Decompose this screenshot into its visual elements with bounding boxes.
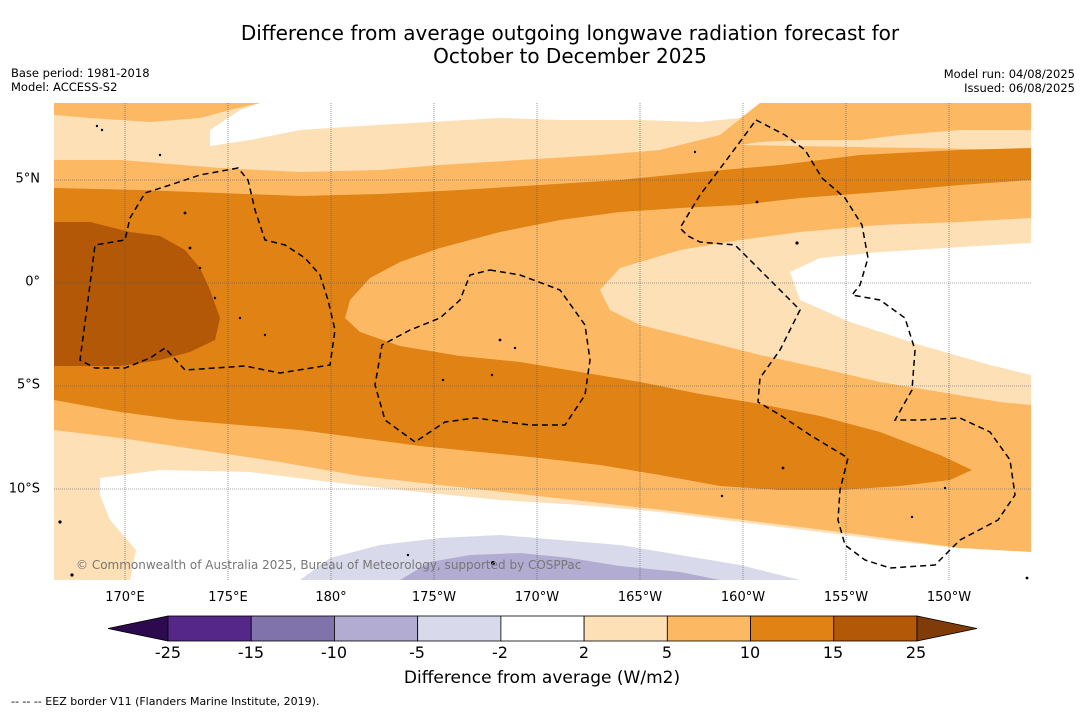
island [58,520,62,524]
eez-border-kiribati-gilbert [79,167,336,374]
run-info: Model run: 04/08/2025 Issued: 06/08/2025 [944,67,1075,95]
island [491,561,495,565]
eez-border-line-islands [679,119,1016,569]
island [498,338,502,342]
near-average-area-south [100,470,1031,580]
y-tick-label: 5°N [15,171,41,187]
colorbar-tick: 15 [822,643,844,662]
island [943,486,947,490]
colorbar-tick: 10 [739,643,761,662]
y-tick-label: 10°S [8,481,40,497]
island [781,466,785,470]
island [95,124,99,128]
colorbar-tick: -25 [154,643,182,662]
x-tick-label: 170°E [105,590,145,605]
x-tick-label: 175°W [411,590,457,605]
colorbar-tick: -10 [320,643,348,662]
island [213,296,217,300]
colorbar-tick: -5 [409,643,425,662]
island [238,316,242,320]
y-tick-label: 0° [25,274,40,290]
positive-anomaly-15-25 [54,222,220,366]
islands [58,124,1029,580]
issued-date: Issued: 06/08/2025 [964,81,1075,95]
title-line-1: Difference from average outgoing longwav… [240,21,900,45]
x-tick-label: 155°W [823,590,869,605]
near-average-area-east [790,243,1031,375]
copyright-credit: © Commonwealth of Australia 2025, Bureau… [76,558,582,572]
island [441,378,445,382]
island [158,153,162,157]
island [755,200,759,204]
island [406,553,410,557]
eez-borders [79,119,1016,569]
title-line-2: October to December 2025 [433,44,707,68]
colorbar-tick: 25 [905,643,927,662]
island [490,373,494,377]
island [263,333,267,337]
colorbar-tick: 5 [661,643,673,662]
island [1025,576,1029,580]
longitude-gridlines [124,103,950,580]
colorbar-label: Difference from average (W/m2) [403,668,681,688]
island [693,150,697,154]
island [513,346,517,350]
model-run: Model run: 04/08/2025 [943,67,1075,81]
positive-anomaly-10-15 [54,148,1031,490]
island [198,266,202,270]
eez-border-phoenix [374,269,591,443]
model-name: Model: ACCESS-S2 [11,80,118,94]
map-field [54,103,1031,580]
near-average-area-north [54,103,760,146]
island [910,515,914,519]
island [188,246,192,250]
x-tick-label: 165°W [617,590,663,605]
x-tick-label: 175°E [208,590,248,605]
island [183,211,187,215]
x-tick-label: 180° [315,590,347,605]
colorbar-tick: 2 [578,643,590,662]
positive-anomaly-5-10 [54,103,260,122]
y-tick-label: 5°S [16,377,40,393]
x-tick-label: 160°W [720,590,766,605]
base-info: Base period: 1981-2018 Model: ACCESS-S2 [11,66,150,94]
colorbar-tick: -2 [492,643,508,662]
eez-legend: -- -- -- EEZ border V11 (Flanders Marine… [11,695,320,708]
island [795,241,799,245]
island [70,573,74,577]
x-tick-label: 170°W [514,590,560,605]
chart-title: Difference from average outgoing longwav… [0,22,1085,68]
base-period: Base period: 1981-2018 [11,66,150,80]
colorbar-tick: -15 [237,643,265,662]
x-tick-label: 150°W [926,590,972,605]
island [100,128,104,132]
island [720,494,724,498]
